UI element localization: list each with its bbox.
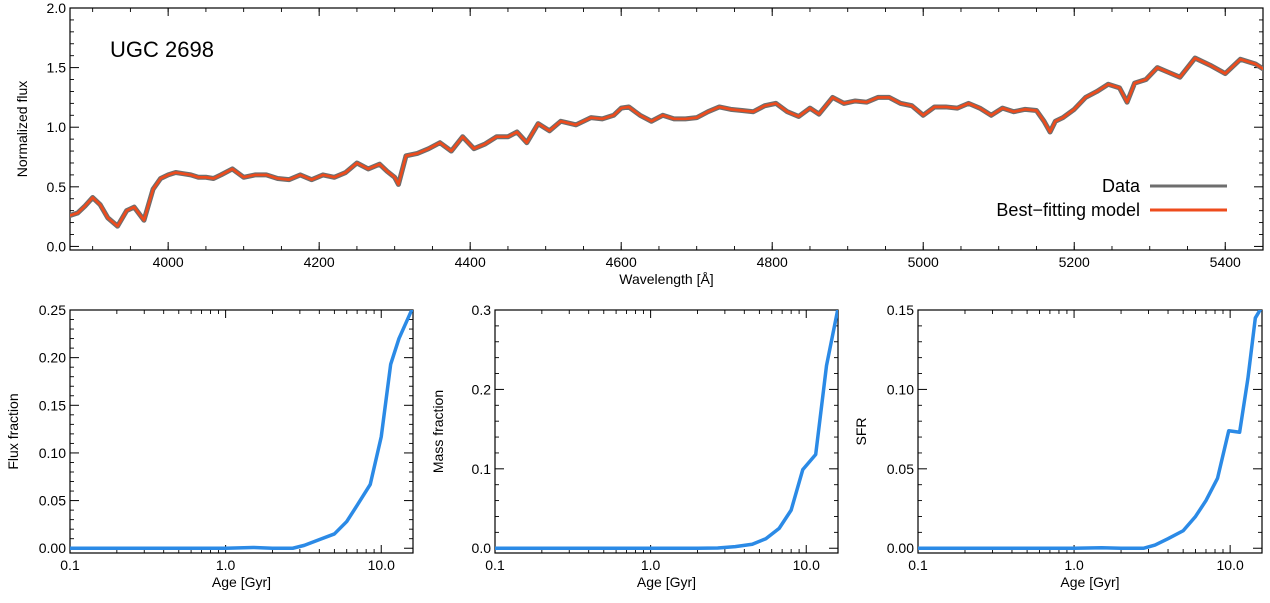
x-tick-label: 10.0 bbox=[368, 557, 395, 573]
y-tick-label: 0.2 bbox=[472, 381, 492, 397]
plot-frame bbox=[917, 309, 1263, 554]
chart-title: UGC 2698 bbox=[110, 37, 214, 62]
x-tick-label: 4000 bbox=[153, 254, 184, 270]
y-tick-label: 2.0 bbox=[47, 0, 67, 16]
x-tick-label: 10.0 bbox=[793, 557, 820, 573]
x-axis-label: Age [Gyr] bbox=[637, 574, 696, 590]
x-axis-label: Age [Gyr] bbox=[1060, 574, 1119, 590]
spectrum-panel: 4000 4200 4400 4600 4800 5000 5200 5400 0.0 0.5 1.… bbox=[14, 0, 1264, 287]
y-axis-label: Normalized flux bbox=[14, 81, 30, 177]
y-axis-label: SFR bbox=[853, 418, 869, 446]
x-tick-label: 1.0 bbox=[641, 557, 661, 573]
x-tick-label: 4600 bbox=[606, 254, 637, 270]
y-tick-label: 0.05 bbox=[39, 493, 66, 509]
x-axis-label: Age [Gyr] bbox=[212, 574, 271, 590]
x-tick-label: 10.0 bbox=[1217, 557, 1244, 573]
x-tick-label: 5400 bbox=[1210, 254, 1241, 270]
y-tick-label: 0.0 bbox=[47, 238, 67, 254]
sfr-panel: 0.1 1.0 10.0 0.00 0.05 0.10 0.15 Age [Gyr] SFR bbox=[853, 302, 1263, 590]
y-tick-label: 0.25 bbox=[39, 302, 66, 318]
y-tick-label: 0.0 bbox=[472, 540, 492, 556]
y-axis-label: Mass fraction bbox=[430, 390, 446, 473]
y-tick-label: 0.15 bbox=[39, 397, 66, 413]
plot-frame bbox=[494, 309, 839, 554]
y-tick-label: 0.00 bbox=[887, 540, 914, 556]
x-tick-label: 1.0 bbox=[216, 557, 236, 573]
model-series-line bbox=[70, 56, 1263, 228]
y-axis-label: Flux fraction bbox=[5, 393, 21, 469]
x-tick-label: 0.1 bbox=[908, 557, 928, 573]
y-tick-label: 0.10 bbox=[887, 381, 914, 397]
y-tick-label: 0.5 bbox=[47, 179, 67, 195]
x-tick-label: 0.1 bbox=[485, 557, 505, 573]
y-tick-label: 0.15 bbox=[887, 302, 914, 318]
flux-fraction-panel: 0.1 1.0 10.0 0.00 0.05 0.10 0.15 0.20 0.25 Age [G… bbox=[5, 302, 414, 590]
plot-frame bbox=[69, 7, 1264, 251]
x-tick-label: 1.0 bbox=[1064, 557, 1084, 573]
y-tick-label: 1.5 bbox=[47, 60, 67, 76]
y-tick-label: 1.0 bbox=[47, 119, 67, 135]
y-tick-label: 0.05 bbox=[887, 461, 914, 477]
x-tick-label: 5000 bbox=[908, 254, 939, 270]
x-axis-label: Wavelength [Å] bbox=[619, 271, 713, 287]
x-tick-label: 5200 bbox=[1059, 254, 1090, 270]
age-curve-line bbox=[70, 310, 413, 550]
x-tick-label: 4800 bbox=[757, 254, 788, 270]
y-tick-label: 0.20 bbox=[39, 350, 66, 366]
plot-frame bbox=[69, 309, 414, 554]
y-tick-label: 0.10 bbox=[39, 445, 66, 461]
y-tick-label: 0.00 bbox=[39, 540, 66, 556]
legend-label-data: Data bbox=[1102, 176, 1141, 196]
y-tick-label: 0.1 bbox=[472, 461, 492, 477]
x-tick-label: 0.1 bbox=[60, 557, 80, 573]
x-tick-label: 4200 bbox=[304, 254, 335, 270]
age-curve-line bbox=[918, 310, 1262, 550]
age-curve-line bbox=[495, 310, 838, 550]
legend-label-model: Best−fitting model bbox=[996, 200, 1140, 220]
x-tick-label: 4400 bbox=[455, 254, 486, 270]
y-tick-label: 0.3 bbox=[472, 302, 492, 318]
